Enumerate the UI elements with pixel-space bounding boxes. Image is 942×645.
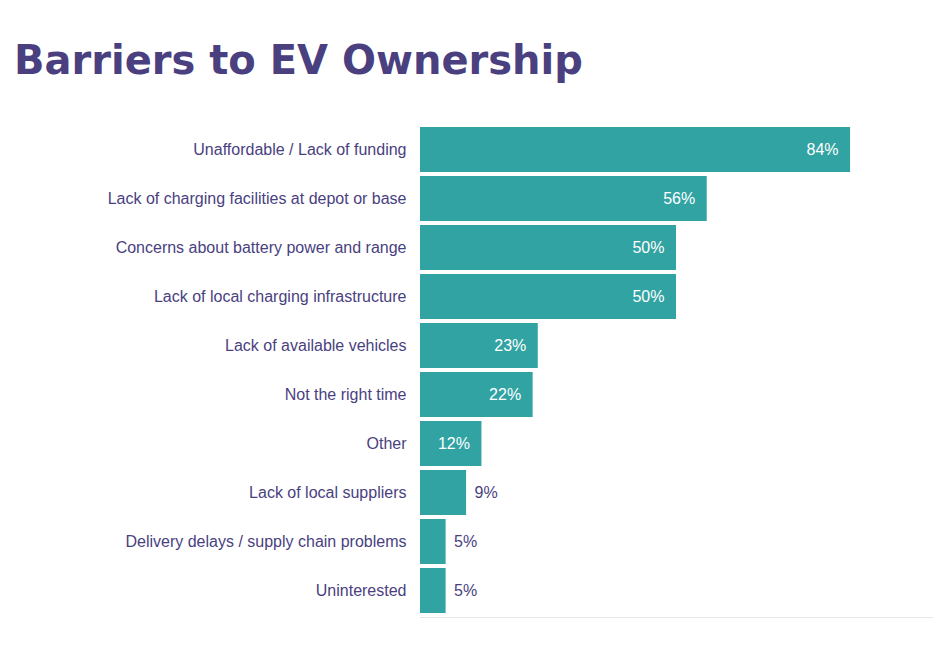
svg-text:Lack of local suppliers: Lack of local suppliers xyxy=(249,484,406,501)
svg-text:84%: 84% xyxy=(807,141,839,158)
svg-text:56%: 56% xyxy=(663,190,695,207)
svg-text:Not the right time: Not the right time xyxy=(285,386,407,403)
svg-text:Other: Other xyxy=(366,435,407,452)
svg-text:Delivery delays / supply chain: Delivery delays / supply chain problems xyxy=(125,533,406,550)
svg-text:Lack of local charging infrast: Lack of local charging infrastructure xyxy=(154,288,407,305)
svg-text:5%: 5% xyxy=(454,582,477,599)
svg-text:Uninterested: Uninterested xyxy=(316,582,407,599)
svg-text:12%: 12% xyxy=(438,435,470,452)
svg-text:50%: 50% xyxy=(632,288,664,305)
svg-text:Unaffordable / Lack of funding: Unaffordable / Lack of funding xyxy=(193,141,406,158)
svg-text:9%: 9% xyxy=(475,484,498,501)
svg-text:22%: 22% xyxy=(489,386,521,403)
svg-text:Concerns about battery power a: Concerns about battery power and range xyxy=(116,239,407,256)
svg-text:Lack of charging facilities at: Lack of charging facilities at depot or … xyxy=(108,190,407,207)
svg-text:23%: 23% xyxy=(494,337,526,354)
html-text:Barriers to EV Ownership: Barriers to EV Ownership xyxy=(14,37,583,83)
svg-text:50%: 50% xyxy=(632,239,664,256)
svg-text:5%: 5% xyxy=(454,533,477,550)
svg-text:Lack of available vehicles: Lack of available vehicles xyxy=(225,337,406,354)
